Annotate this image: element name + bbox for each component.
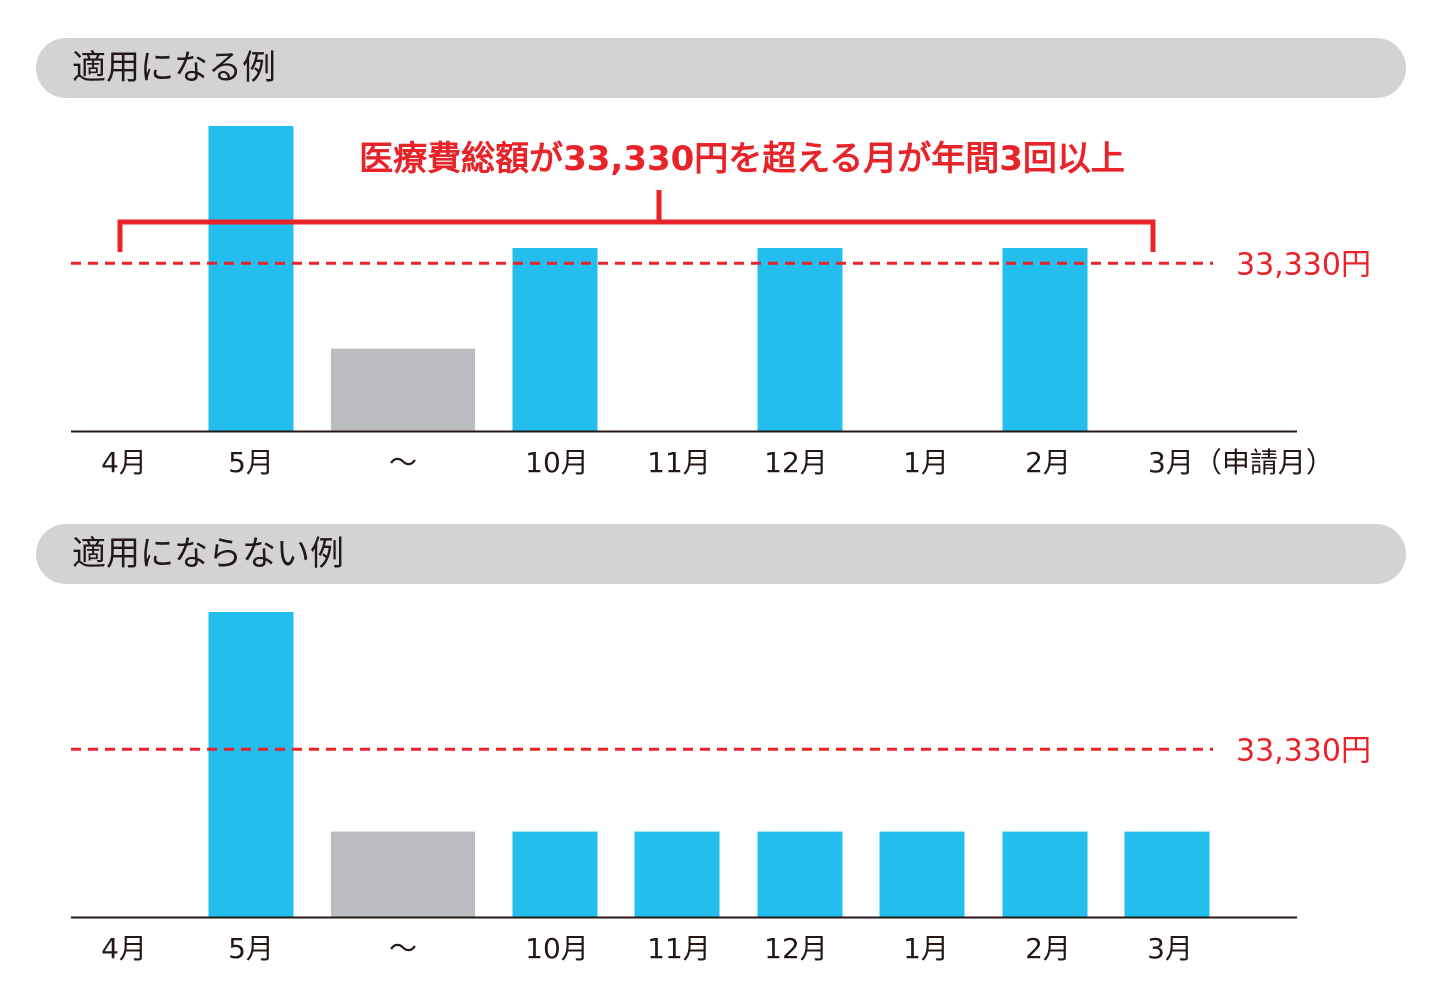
- bar-5: [757, 831, 843, 917]
- annotation-text: 医療費総額が33,330円を超える月が年間3回以上: [359, 139, 1125, 179]
- tick-label-4: 11月: [647, 446, 711, 479]
- bar-7: [1002, 831, 1088, 917]
- tick-label-2: ～: [389, 932, 417, 965]
- bar-3: [512, 831, 598, 917]
- bar-4: [634, 831, 720, 917]
- threshold-label: 33,330円: [1236, 733, 1371, 768]
- bar-6: [879, 831, 965, 917]
- tick-label-6: 1月: [903, 446, 949, 479]
- bar-5: [757, 248, 843, 431]
- bar-3: [512, 248, 598, 431]
- tick-label-2: ～: [389, 446, 417, 479]
- bar-1: [208, 612, 294, 917]
- tick-label-5: 12月: [764, 932, 828, 965]
- tick-label-0: 4月: [101, 446, 147, 479]
- tick-label-3: 10月: [525, 932, 589, 965]
- section-header-applicable: 適用になる例: [36, 38, 1406, 98]
- annotation-bracket: [117, 190, 1156, 252]
- tick-label-8: 3月: [1147, 932, 1193, 965]
- section-header-not-applicable: 適用にならない例: [36, 524, 1406, 584]
- tick-label-8: 3月（申請月）: [1148, 446, 1334, 479]
- tick-label-5: 12月: [764, 446, 828, 479]
- bar-7: [1002, 248, 1088, 431]
- bar-2: [331, 831, 475, 917]
- tick-label-4: 11月: [647, 932, 711, 965]
- tick-label-6: 1月: [903, 932, 949, 965]
- tick-label-1: 5月: [228, 932, 274, 965]
- tick-label-7: 2月: [1025, 446, 1071, 479]
- tick-label-0: 4月: [101, 932, 147, 965]
- bar-8: [1124, 831, 1210, 917]
- chart-applicable: 33,330円 4月 5月 ～ 10月 11月 12月 1月 2月 3月（申請月） 医療費総額が33…: [71, 126, 1371, 479]
- tick-label-3: 10月: [525, 446, 589, 479]
- tick-label-1: 5月: [228, 446, 274, 479]
- threshold-label: 33,330円: [1236, 247, 1371, 282]
- bar-1: [208, 126, 294, 431]
- chart-not-applicable: 33,330円 4月 5月 ～ 10月 11月 12月 1月 2月 3月: [71, 612, 1371, 965]
- tick-label-7: 2月: [1025, 932, 1071, 965]
- bar-2: [331, 348, 475, 431]
